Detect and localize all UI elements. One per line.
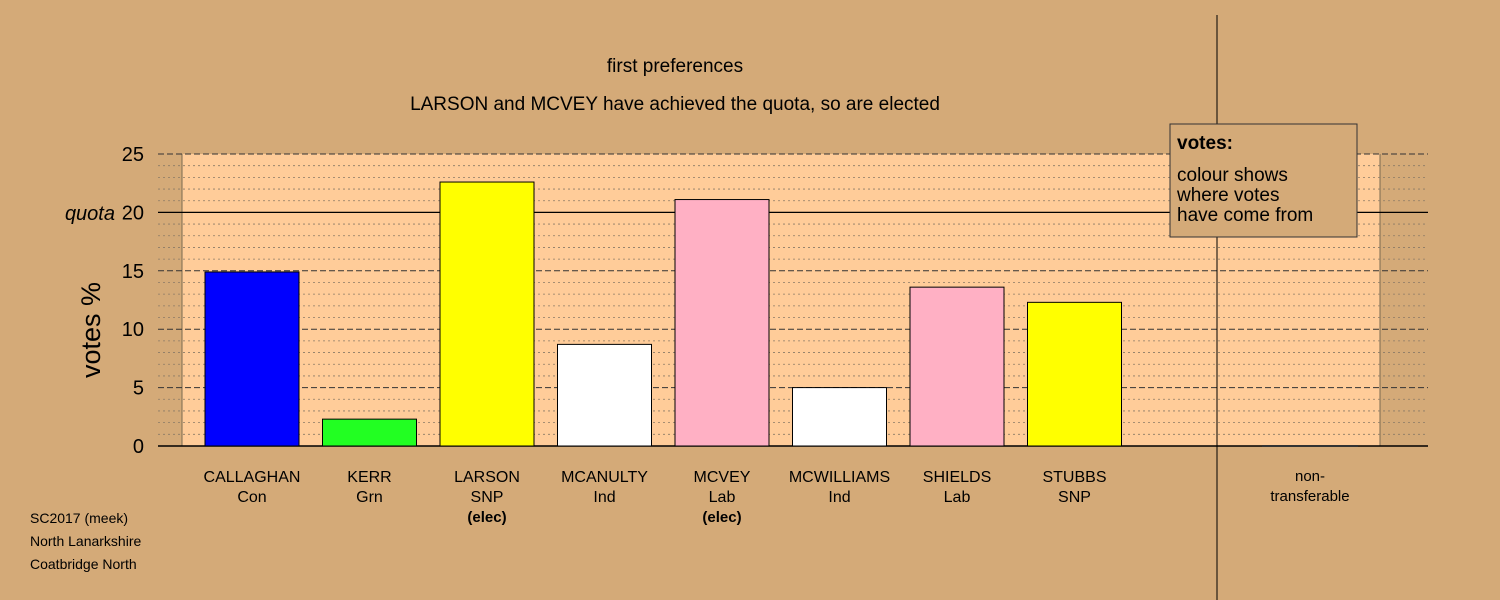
- bar-non-transferable: [1262, 445, 1358, 447]
- candidate-name-label: LARSON: [454, 469, 520, 486]
- legend-title: votes:: [1177, 133, 1233, 154]
- bar-mcvey: [674, 199, 770, 447]
- elected-label: (elec): [702, 509, 741, 526]
- candidate-party-label: Con: [237, 489, 266, 506]
- candidate-name-label: STUBBS: [1042, 469, 1106, 486]
- candidate-party-label: SNP: [1058, 489, 1091, 506]
- bar-kerr: [322, 418, 417, 447]
- bar-mcwilliams: [792, 387, 887, 447]
- bar-mcanulty: [557, 343, 652, 447]
- chart-subtitle: LARSON and MCVEY have achieved the quota…: [410, 94, 940, 115]
- quota-label: quota: [65, 203, 115, 225]
- legend: votes: colour shows where votes have com…: [1169, 123, 1358, 238]
- y-tick-label: 10: [122, 319, 144, 341]
- candidate-party-label: Lab: [709, 489, 736, 506]
- footer-council: North Lanarkshire: [30, 533, 141, 549]
- x-axis-labels: CALLAGHAN Con KERR Grn LARSON SNP (elec) MCANUL…: [204, 469, 1107, 526]
- y-tick-label: 5: [133, 378, 144, 400]
- candidate-name-label: MCWILLIAMS: [789, 469, 890, 486]
- candidate-party-label: Ind: [828, 489, 850, 506]
- y-axis: 0 5 10 15 20 25: [122, 144, 144, 458]
- y-tick-label: 15: [122, 261, 144, 283]
- footer-election: SC2017 (meek): [30, 510, 128, 526]
- legend-line-1: colour shows: [1177, 165, 1288, 186]
- candidate-name-label: MCVEY: [694, 469, 751, 486]
- y-tick-label: 0: [133, 436, 144, 458]
- y-tick-label: 20: [122, 202, 144, 224]
- bars: [204, 181, 1358, 447]
- candidate-name-label: CALLAGHAN: [204, 469, 301, 486]
- candidate-party-label: SNP: [471, 489, 504, 506]
- candidate-party-label: Lab: [944, 489, 971, 506]
- nontransferable-label-line1: non-: [1295, 468, 1325, 485]
- y-tick-label: 25: [122, 144, 144, 166]
- bar-shields: [909, 286, 1005, 447]
- candidate-name-label: SHIELDS: [923, 469, 991, 486]
- legend-line-3: have come from: [1177, 205, 1313, 226]
- candidate-name-label: KERR: [347, 469, 391, 486]
- bar-stubbs: [1027, 301, 1122, 447]
- candidate-party-label: Grn: [356, 489, 383, 506]
- chart-title: first preferences: [607, 56, 743, 77]
- footer-ward: Coatbridge North: [30, 556, 137, 572]
- legend-box: [1169, 123, 1358, 238]
- bar-larson: [439, 181, 535, 447]
- elected-label: (elec): [467, 509, 506, 526]
- legend-line-2: where votes: [1176, 185, 1279, 206]
- bar-callaghan: [204, 271, 300, 447]
- y-axis-title: votes %: [76, 282, 106, 378]
- candidate-party-label: Ind: [593, 489, 615, 506]
- nontransferable-label-line2: transferable: [1270, 488, 1349, 505]
- candidate-name-label: MCANULTY: [561, 469, 648, 486]
